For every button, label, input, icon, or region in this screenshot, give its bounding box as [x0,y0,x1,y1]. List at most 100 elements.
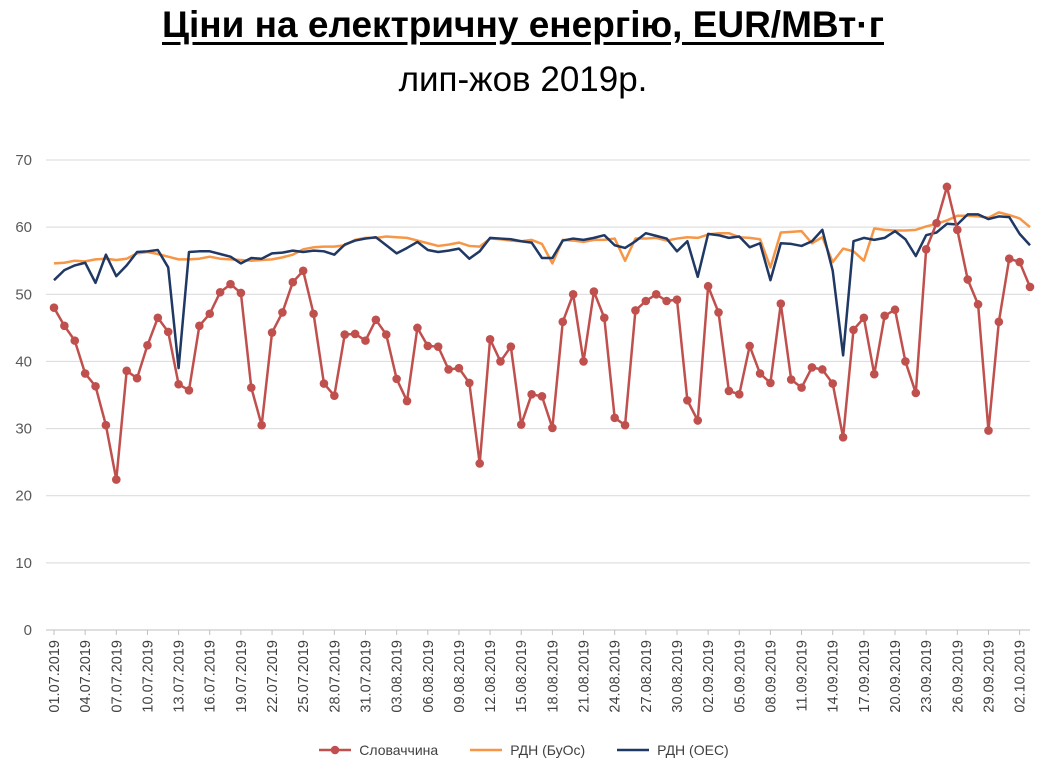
x-tick-label: 18.08.2019 [545,640,561,713]
data-point [963,275,973,284]
data-point [298,266,308,276]
data-point [330,391,339,400]
data-point [174,379,183,389]
y-tick-label: 20 [15,488,32,505]
data-point [485,334,495,344]
data-point [413,323,422,333]
x-tick-label: 30.08.2019 [670,640,686,713]
y-tick-label: 50 [15,286,32,303]
data-point [132,373,142,383]
data-point [880,311,889,321]
data-point [60,321,69,331]
data-point [537,392,547,401]
data-point [921,245,931,254]
data-point [589,287,599,296]
x-tick-label: 11.09.2019 [795,640,811,712]
data-point [319,379,329,388]
data-point [766,378,775,388]
data-point [838,433,848,442]
data-point [350,329,360,339]
x-tick-label: 16.07.2019 [203,640,219,713]
data-point [932,218,941,228]
data-point [236,288,246,298]
data-point [153,313,163,323]
data-point [911,388,921,398]
x-tick-label: 13.07.2019 [172,640,188,713]
data-point [662,296,671,306]
legend: Словаччина РДН (БуОс) РДН (ОЕС) [0,742,1046,758]
x-tick-label: 07.07.2019 [109,640,125,713]
y-tick-label: 10 [15,555,32,572]
data-point [984,426,993,435]
data-point [724,386,734,396]
x-tick-label: 05.09.2019 [732,640,748,713]
y-tick-label: 60 [15,219,32,236]
chart-title: Ціни на електричну енергію, EUR/МВт·г [162,4,884,45]
data-point [527,390,536,399]
data-point [828,379,838,388]
x-tick-label: 02.09.2019 [701,640,717,713]
legend-label: Словаччина [359,742,439,758]
data-point [402,396,412,406]
data-point [599,313,609,323]
x-tick-label: 15.08.2019 [514,640,530,713]
x-tick-label: 29.09.2019 [981,640,997,713]
data-point [776,299,786,308]
data-point [423,341,433,351]
data-point [786,375,796,384]
x-tick-label: 22.07.2019 [265,640,281,713]
data-point [942,182,952,192]
data-point [745,341,754,351]
data-point [465,378,474,388]
x-tick-label: 14.09.2019 [826,640,842,713]
data-point [184,386,194,395]
x-tick-label: 08.09.2019 [763,640,779,713]
x-tick-label: 24.08.2019 [608,640,624,713]
gridlines [46,159,1030,631]
data-point [869,369,879,379]
data-point [859,313,869,323]
data-point [444,365,453,374]
data-point [693,416,703,425]
legend-swatch [470,748,503,752]
data-point [890,305,900,315]
data-point [849,325,858,335]
data-point [516,420,526,429]
data-point [340,330,350,339]
x-tick-label: 28.07.2019 [327,640,343,713]
data-point [610,413,619,423]
data-point [122,366,131,376]
data-point [163,327,173,337]
x-tick-label: 09.08.2019 [452,640,468,713]
data-point [506,342,516,351]
data-point [70,336,80,345]
x-tick-label: 01.07.2019 [47,640,63,713]
data-point [195,321,204,331]
series-group [49,182,1035,484]
legend-swatch [319,745,352,755]
y-axis: 0 10 20 30 40 50 60 70 [15,152,32,639]
data-point [475,459,485,468]
data-point [1004,254,1014,263]
data-point [433,342,443,351]
data-point [288,277,298,287]
x-tick-label: 06.08.2019 [421,640,437,713]
data-point [91,381,100,391]
data-point [205,309,215,319]
data-point [734,390,744,399]
data-point [246,383,256,392]
data-point [631,306,640,315]
x-tick-label: 23.09.2019 [919,640,935,713]
x-tick-label: 27.08.2019 [639,640,655,713]
y-tick-label: 0 [24,622,32,639]
x-axis: 01.07.2019 04.07.2019 07.07.2019 10.07.2019… [47,630,1029,713]
data-point [49,303,59,313]
data-point [371,315,381,325]
data-point [111,475,121,484]
legend-swatch [617,748,650,752]
x-tick-label: 10.07.2019 [140,640,156,713]
data-point [994,317,1004,327]
legend-label: РДН (БуОс) [510,742,586,758]
data-point [901,357,910,366]
